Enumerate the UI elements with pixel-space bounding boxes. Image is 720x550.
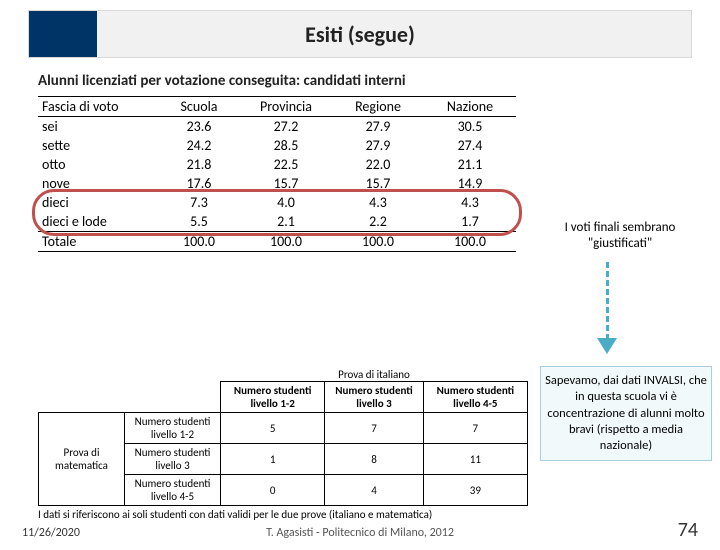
- cell: 21.1: [424, 155, 516, 174]
- cell: 100.0: [158, 232, 240, 252]
- table1-container: Fascia di voto Scuola Provincia Regione …: [38, 96, 516, 252]
- note1-line1: I voti finali sembrano: [565, 220, 676, 235]
- cell: 1.7: [424, 212, 516, 232]
- top-group-label: Prova di italiano: [221, 366, 528, 382]
- note-invalsi-box: Sapevamo, dai dati INVALSI, che in quest…: [540, 366, 712, 461]
- side-group-label: Prova di matematica: [39, 413, 125, 506]
- cell: 24.2: [158, 136, 240, 155]
- row-label: dieci: [38, 193, 158, 212]
- row-label: sei: [38, 117, 158, 137]
- crosstab-table: Prova di italiano Numero studenti livell…: [38, 366, 528, 506]
- cell: 27.2: [240, 117, 332, 137]
- col-regione: Regione: [332, 97, 424, 117]
- crosstab-corner2: [39, 382, 221, 413]
- note1-line2: "giustificati": [588, 236, 652, 251]
- cell: 100.0: [240, 232, 332, 252]
- cell: 2.2: [332, 212, 424, 232]
- t2-cell-00: 5: [221, 413, 325, 444]
- t2-cell-10: 1: [221, 444, 325, 475]
- cell: 14.9: [424, 174, 516, 193]
- cell: 7.3: [158, 193, 240, 212]
- t2-colh-3: Numero studenti livello 4-5: [423, 382, 527, 413]
- row-label: dieci e lode: [38, 212, 158, 232]
- cell: 22.5: [240, 155, 332, 174]
- cell: 21.8: [158, 155, 240, 174]
- cell: 27.9: [332, 136, 424, 155]
- crosstab-corner: [39, 366, 221, 382]
- t2-colh-1: Numero studenti livello 1-2: [221, 382, 325, 413]
- footer-attribution: T. Agasisti - Politecnico di Milano, 201…: [0, 526, 720, 540]
- table1-bottom-rule: [38, 251, 516, 252]
- cell: 5.5: [158, 212, 240, 232]
- page-number: 74: [678, 518, 698, 542]
- cell: 100.0: [332, 232, 424, 252]
- table2-container: Prova di italiano Numero studenti livell…: [38, 366, 528, 521]
- t2-cell-20: 0: [221, 475, 325, 506]
- col-fascia: Fascia di voto: [38, 97, 158, 117]
- cell: 2.1: [240, 212, 332, 232]
- cell: 17.6: [158, 174, 240, 193]
- cell: 100.0: [424, 232, 516, 252]
- cell: 27.9: [332, 117, 424, 137]
- t2-cell-02: 7: [423, 413, 527, 444]
- table-row: dieci7.34.04.34.3: [38, 193, 516, 212]
- cell: 27.4: [424, 136, 516, 155]
- col-scuola: Scuola: [158, 97, 240, 117]
- table1-header-row: Fascia di voto Scuola Provincia Regione …: [38, 97, 516, 117]
- row-label: nove: [38, 174, 158, 193]
- t2-colh-2: Numero studenti livello 3: [325, 382, 423, 413]
- col-nazione: Nazione: [424, 97, 516, 117]
- cell: 4.3: [332, 193, 424, 212]
- t2-cell-11: 8: [325, 444, 423, 475]
- t2-cell-01: 7: [325, 413, 423, 444]
- cell: 28.5: [240, 136, 332, 155]
- t2-cell-21: 4: [325, 475, 423, 506]
- grades-table: Fascia di voto Scuola Provincia Regione …: [38, 97, 516, 251]
- col-provincia: Provincia: [240, 97, 332, 117]
- table-row: otto21.822.522.021.1: [38, 155, 516, 174]
- slide-title: Esiti (segue): [29, 11, 691, 59]
- arrow-down-icon: [598, 262, 618, 362]
- t2-cell-22: 39: [423, 475, 527, 506]
- table-row: sei23.627.227.930.5: [38, 117, 516, 137]
- table-row: Totale100.0100.0100.0100.0: [38, 232, 516, 252]
- title-bar: Esiti (segue): [28, 10, 692, 58]
- cell: 30.5: [424, 117, 516, 137]
- cell: 23.6: [158, 117, 240, 137]
- row-label: sette: [38, 136, 158, 155]
- cell: 15.7: [240, 174, 332, 193]
- title-accent-block: [29, 11, 97, 57]
- t2-rowh-3: Numero studenti livello 4-5: [125, 475, 221, 506]
- row-label: Totale: [38, 232, 158, 252]
- note-voti-giustificati: I voti finali sembrano "giustificati": [540, 220, 700, 253]
- cell: 15.7: [332, 174, 424, 193]
- t2-rowh-2: Numero studenti livello 3: [125, 444, 221, 475]
- t2-cell-12: 11: [423, 444, 527, 475]
- table-row: nove17.615.715.714.9: [38, 174, 516, 193]
- t2-caption: I dati si riferiscono ai soli studenti c…: [38, 508, 528, 521]
- table-row: dieci e lode5.52.12.21.7: [38, 212, 516, 232]
- t2-rowh-1: Numero studenti livello 1-2: [125, 413, 221, 444]
- cell: 4.0: [240, 193, 332, 212]
- row-label: otto: [38, 155, 158, 174]
- cell: 4.3: [424, 193, 516, 212]
- subheading: Alunni licenziati per votazione consegui…: [38, 72, 720, 90]
- cell: 22.0: [332, 155, 424, 174]
- table-row: sette24.228.527.927.4: [38, 136, 516, 155]
